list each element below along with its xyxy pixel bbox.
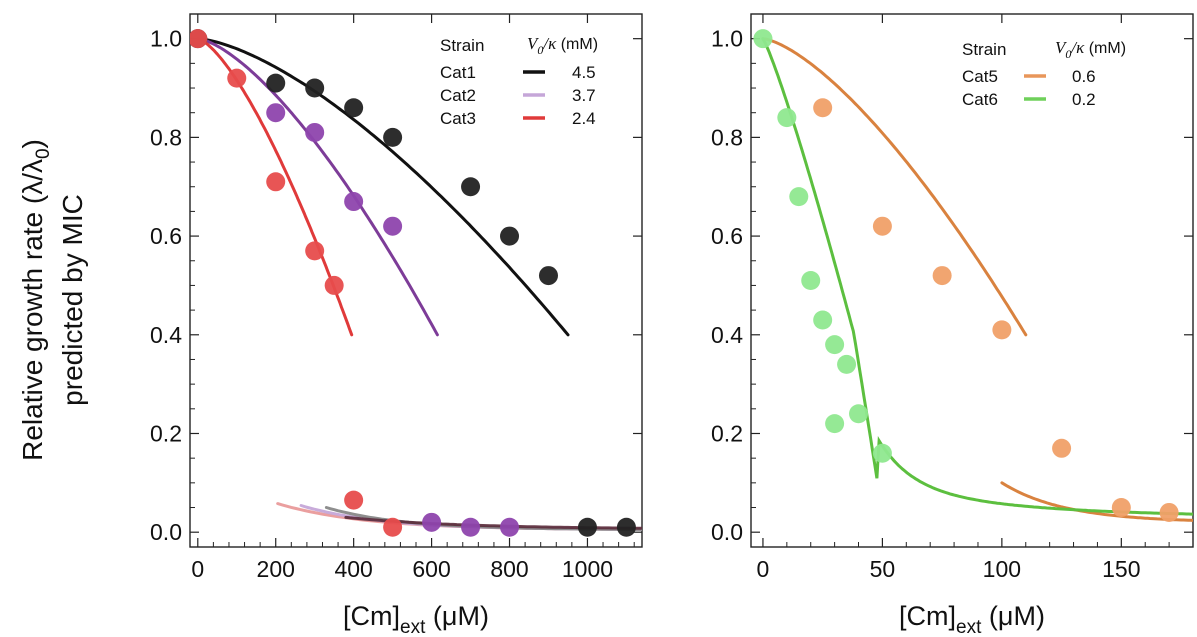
- data-point-cat5: [872, 216, 892, 236]
- legend-label-cat3: Cat3: [440, 109, 476, 128]
- x-tick-label: 50: [870, 556, 896, 582]
- svg-text:Relative growth rate (λ/λ0): Relative growth rate (λ/λ0): [17, 139, 54, 461]
- data-point-cat6: [813, 310, 833, 330]
- data-point-cat5: [813, 98, 833, 118]
- data-point-cat5: [1159, 502, 1179, 522]
- legend-label-cat2: Cat2: [440, 86, 476, 105]
- data-point-cat1: [305, 78, 325, 98]
- y-tick-label: 0.4: [711, 322, 743, 348]
- data-point-cat6: [837, 354, 857, 374]
- chart-panel-left: 0.0 0.2 0.4 0.6 0.8 1.0 0 200 400 600 800 1000 [Cm]e…: [150, 13, 643, 637]
- data-point-cat3: [344, 490, 364, 510]
- x-tick-label: 1000: [562, 556, 613, 582]
- plot-area: [190, 29, 642, 537]
- data-point-cat5: [932, 266, 952, 286]
- data-point-cat5: [992, 320, 1012, 340]
- data-point-cat2: [500, 517, 520, 537]
- legend-label-cat5: Cat5: [962, 67, 998, 86]
- data-point-cat5: [1111, 498, 1131, 518]
- y-tick-label: 0.8: [150, 124, 182, 150]
- legend-header-strain: Strain: [440, 36, 484, 55]
- legend: Strain V0/κ (mM) Cat5 0.6 Cat6 0.2: [962, 38, 1126, 109]
- chart-panel-right: 0.0 0.2 0.4 0.6 0.8 1.0 0 50 100 150 [Cm]ext (μM) S…: [711, 13, 1194, 637]
- y-tick-label: 0.4: [150, 322, 182, 348]
- data-point-cat6: [777, 108, 797, 128]
- model-tail-cat5: [1000, 481, 1193, 522]
- legend-header-ratio: V0/κ (mM): [527, 34, 598, 57]
- data-point-cat1: [577, 517, 597, 537]
- x-tick-label: 200: [257, 556, 295, 582]
- y-tick-label: 0.8: [711, 124, 743, 150]
- data-point-cat1: [616, 517, 636, 537]
- legend-label-cat1: Cat1: [440, 63, 476, 82]
- legend-value-cat5: 0.6: [1072, 67, 1096, 86]
- y-tick-label: 0.2: [150, 420, 182, 446]
- svg-text:predicted by MIC: predicted by MIC: [57, 194, 88, 406]
- data-point-cat1: [344, 98, 364, 118]
- data-point-cat2: [305, 122, 325, 142]
- legend-value-cat3: 2.4: [572, 109, 596, 128]
- x-tick-label: 0: [191, 556, 204, 582]
- data-point-cat3: [324, 275, 344, 295]
- plot-frame: [750, 13, 1194, 548]
- model-curve-cat2: [196, 37, 439, 337]
- data-point-cat2: [266, 103, 286, 123]
- x-tick-label: 150: [1102, 556, 1140, 582]
- data-point-cat6: [801, 271, 821, 290]
- legend-value-cat6: 0.2: [1072, 90, 1096, 109]
- data-point-cat2: [422, 512, 442, 532]
- data-point-cat3: [266, 172, 286, 192]
- data-point-cat5: [1052, 438, 1072, 458]
- data-point-cat6: [825, 414, 845, 434]
- data-point-cat3: [383, 517, 403, 537]
- legend-value-cat1: 4.5: [572, 63, 596, 82]
- data-point-cat1: [538, 266, 558, 286]
- x-tick-label: 100: [983, 556, 1021, 582]
- y-tick-label: 1.0: [150, 26, 182, 52]
- model-curve-cat3: [196, 37, 354, 337]
- legend-header-ratio: V0/κ (mM): [1055, 38, 1126, 61]
- data-point-cat3: [190, 29, 208, 49]
- legend-label-cat6: Cat6: [962, 90, 998, 109]
- data-point-cat6: [753, 29, 773, 49]
- x-tick-label: 0: [757, 556, 770, 582]
- data-point-cat6: [789, 187, 809, 207]
- data-point-cat3: [227, 68, 247, 88]
- data-point-cat1: [461, 177, 481, 197]
- x-tick-label: 600: [412, 556, 450, 582]
- y-tick-label: 0.6: [150, 223, 182, 249]
- data-point-cat1: [500, 226, 520, 246]
- data-point-cat1: [266, 73, 286, 93]
- y-axis-title: Relative growth rate (λ/λ0) predicted by…: [17, 139, 88, 461]
- x-axis-title: [Cm]ext (μM): [343, 601, 489, 637]
- plot-area: [753, 29, 1193, 522]
- legend-header-strain: Strain: [962, 40, 1006, 59]
- y-tick-label: 0.6: [711, 223, 743, 249]
- legend-value-cat2: 3.7: [572, 86, 596, 105]
- x-tick-label: 400: [334, 556, 372, 582]
- data-point-cat3: [305, 241, 325, 261]
- legend: Strain V0/κ (mM) Cat1 4.5 Cat2 3.7 Cat3 2.4: [440, 34, 598, 128]
- model-curve-cat5: [761, 37, 1028, 337]
- data-point-cat1: [383, 127, 403, 147]
- x-axis-title: [Cm]ext (μM): [899, 601, 1045, 637]
- y-tick-label: 0.2: [711, 420, 743, 446]
- data-point-cat2: [461, 517, 481, 537]
- y-tick-label: 0.0: [711, 519, 743, 545]
- y-tick-label: 1.0: [711, 26, 743, 52]
- data-point-cat6: [872, 443, 892, 463]
- data-point-cat2: [383, 216, 403, 236]
- data-point-cat6: [849, 404, 869, 424]
- data-point-cat2: [344, 192, 364, 212]
- x-tick-label: 800: [490, 556, 528, 582]
- y-tick-label: 0.0: [150, 519, 182, 545]
- data-point-cat6: [825, 335, 845, 355]
- model-curve-cat1: [196, 37, 570, 337]
